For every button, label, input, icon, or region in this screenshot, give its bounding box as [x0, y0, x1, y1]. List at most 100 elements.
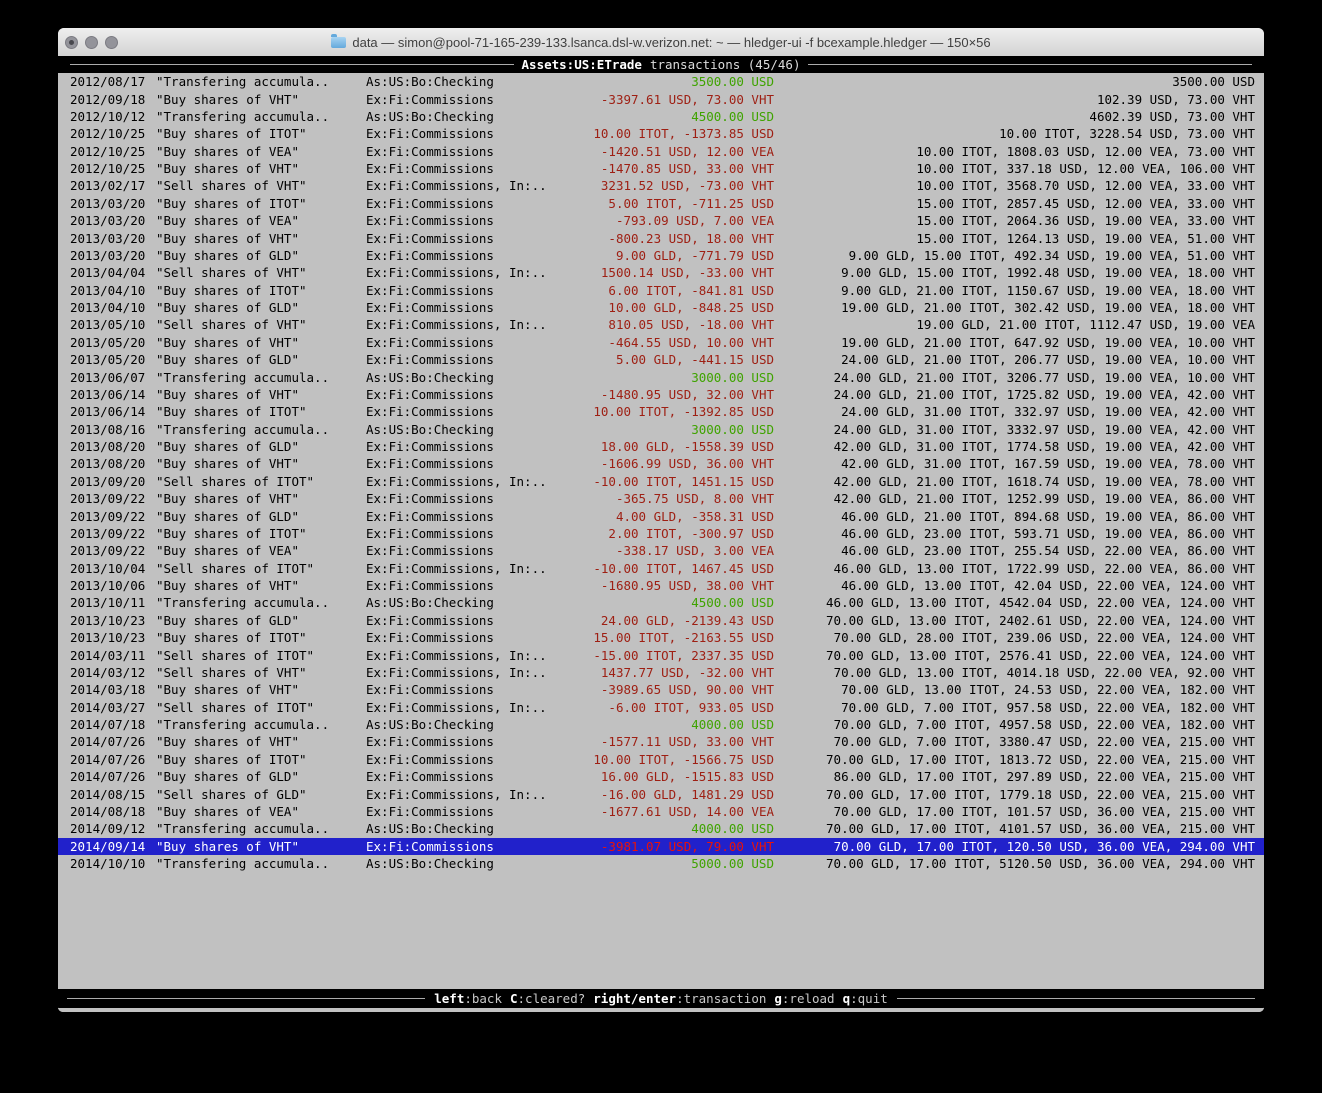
transaction-row[interactable]: 2013/05/20 "Buy shares of VHT" Ex:Fi:Commi… — [58, 334, 1264, 351]
txn-amount: 3500.00 USD — [691, 74, 774, 90]
txn-amount: 9.00 GLD, -771.79 USD — [615, 247, 774, 263]
transaction-row[interactable]: 2013/03/20 "Buy shares of VEA" Ex:Fi:Commi… — [58, 212, 1264, 229]
transaction-row[interactable]: 2014/07/26 "Buy shares of GLD" Ex:Fi:Commi… — [58, 768, 1264, 785]
txn-amount: 3231.52 USD, -73.00 VHT — [600, 178, 774, 194]
txn-date: 2013/05/10 — [70, 317, 146, 333]
transaction-row[interactable]: 2013/10/04 "Sell shares of ITOT" Ex:Fi:Com… — [58, 560, 1264, 577]
txn-balance: 9.00 GLD, 21.00 ITOT, 1150.67 USD, 19.00… — [841, 282, 1255, 298]
transaction-row[interactable]: 2014/08/15 "Sell shares of GLD" Ex:Fi:Comm… — [58, 785, 1264, 802]
close-button[interactable] — [65, 35, 78, 49]
transaction-row[interactable]: 2014/09/14 "Buy shares of VHT" Ex:Fi:Commi… — [58, 837, 1264, 855]
header-rule-right — [808, 64, 1252, 65]
transaction-row[interactable]: 2013/05/20 "Buy shares of GLD" Ex:Fi:Commi… — [58, 351, 1264, 368]
transaction-row[interactable]: 2012/09/18 "Buy shares of VHT" Ex:Fi:Commi… — [58, 90, 1264, 107]
txn-balance: 46.00 GLD, 21.00 ITOT, 894.68 USD, 19.00… — [841, 508, 1255, 524]
folder-icon — [331, 33, 347, 48]
txn-date: 2014/03/12 — [70, 664, 146, 680]
txn-description: "Transfering accumula.. — [156, 74, 330, 90]
transaction-row[interactable]: 2013/08/20 "Buy shares of GLD" Ex:Fi:Commi… — [58, 438, 1264, 455]
txn-balance: 70.00 GLD, 17.00 ITOT, 1779.18 USD, 22.0… — [826, 786, 1255, 802]
transaction-row[interactable]: 2014/07/18 "Transfering accumula.. As:US:B… — [58, 716, 1264, 733]
txn-date: 2012/10/25 — [70, 161, 146, 177]
transaction-row[interactable]: 2013/05/10 "Sell shares of VHT" Ex:Fi:Comm… — [58, 316, 1264, 333]
transaction-row[interactable]: 2013/04/10 "Buy shares of GLD" Ex:Fi:Commi… — [58, 299, 1264, 316]
transaction-row[interactable]: 2013/04/04 "Sell shares of VHT" Ex:Fi:Comm… — [58, 264, 1264, 281]
transaction-row[interactable]: 2014/09/12 "Transfering accumula.. As:US:B… — [58, 820, 1264, 837]
txn-date: 2014/03/27 — [70, 699, 146, 715]
txn-amount: -15.00 ITOT, 2337.35 USD — [593, 647, 774, 663]
transaction-row[interactable]: 2013/03/20 "Buy shares of GLD" Ex:Fi:Commi… — [58, 247, 1264, 264]
help-key-quit: q:quit — [842, 991, 888, 1006]
txn-amount: -1677.61 USD, 14.00 VEA — [600, 803, 774, 819]
transaction-row[interactable]: 2014/03/12 "Sell shares of VHT" Ex:Fi:Comm… — [58, 664, 1264, 681]
txn-amount: 6.00 ITOT, -841.81 USD — [608, 282, 774, 298]
txn-date: 2013/03/20 — [70, 213, 146, 229]
txn-date: 2012/08/17 — [70, 74, 146, 90]
txn-account: Ex:Fi:Commissions — [366, 769, 494, 785]
transaction-row[interactable]: 2014/08/18 "Buy shares of VEA" Ex:Fi:Commi… — [58, 803, 1264, 820]
transaction-row[interactable]: 2014/03/18 "Buy shares of VHT" Ex:Fi:Commi… — [58, 681, 1264, 698]
txn-description: "Buy shares of ITOT" — [156, 525, 307, 541]
transaction-row[interactable]: 2013/10/06 "Buy shares of VHT" Ex:Fi:Commi… — [58, 577, 1264, 594]
transaction-row[interactable]: 2013/09/22 "Buy shares of VEA" Ex:Fi:Commi… — [58, 542, 1264, 559]
transaction-row[interactable]: 2013/06/14 "Buy shares of ITOT" Ex:Fi:Comm… — [58, 403, 1264, 420]
txn-balance: 4602.39 USD, 73.00 VHT — [1089, 108, 1255, 124]
terminal-bottom-padding — [58, 1008, 1264, 1012]
transaction-row[interactable]: 2012/10/25 "Buy shares of ITOT" Ex:Fi:Comm… — [58, 125, 1264, 142]
txn-account: Ex:Fi:Commissions, In:.. — [366, 317, 547, 333]
transaction-row[interactable]: 2014/03/27 "Sell shares of ITOT" Ex:Fi:Com… — [58, 699, 1264, 716]
txn-description: "Buy shares of VEA" — [156, 143, 299, 159]
txn-account: Ex:Fi:Commissions — [366, 213, 494, 229]
transaction-row[interactable]: 2012/10/25 "Buy shares of VHT" Ex:Fi:Commi… — [58, 160, 1264, 177]
transaction-row[interactable]: 2012/10/12 "Transfering accumula.. As:US:B… — [58, 108, 1264, 125]
txn-account: As:US:Bo:Checking — [366, 369, 494, 385]
help-key-cleared: C:cleared? — [510, 991, 586, 1006]
transaction-row[interactable]: 2013/02/17 "Sell shares of VHT" Ex:Fi:Comm… — [58, 177, 1264, 194]
minimize-button[interactable] — [85, 35, 98, 49]
transaction-row[interactable]: 2014/07/26 "Buy shares of ITOT" Ex:Fi:Comm… — [58, 751, 1264, 768]
transaction-row[interactable]: 2012/10/25 "Buy shares of VEA" Ex:Fi:Commi… — [58, 143, 1264, 160]
txn-amount: 4500.00 USD — [691, 595, 774, 611]
txn-amount: -1420.51 USD, 12.00 VEA — [600, 143, 774, 159]
txn-description: "Buy shares of VEA" — [156, 213, 299, 229]
txn-account: Ex:Fi:Commissions, In:.. — [366, 647, 547, 663]
txn-date: 2014/07/26 — [70, 769, 146, 785]
txn-amount: -800.23 USD, 18.00 VHT — [608, 230, 774, 246]
txn-account: Ex:Fi:Commissions — [366, 630, 494, 646]
transaction-row[interactable]: 2013/09/22 "Buy shares of GLD" Ex:Fi:Commi… — [58, 507, 1264, 524]
transaction-row[interactable]: 2013/08/20 "Buy shares of VHT" Ex:Fi:Commi… — [58, 455, 1264, 472]
txn-date: 2014/03/11 — [70, 647, 146, 663]
txn-balance: 70.00 GLD, 13.00 ITOT, 2402.61 USD, 22.0… — [826, 612, 1255, 628]
txn-account: Ex:Fi:Commissions — [366, 126, 494, 142]
transaction-row[interactable]: 2013/09/22 "Buy shares of VHT" Ex:Fi:Commi… — [58, 490, 1264, 507]
zoom-button[interactable] — [105, 35, 118, 49]
txn-balance: 9.00 GLD, 15.00 ITOT, 492.34 USD, 19.00 … — [848, 247, 1255, 263]
transaction-row[interactable]: 2013/09/20 "Sell shares of ITOT" Ex:Fi:Com… — [58, 473, 1264, 490]
txn-description: "Buy shares of GLD" — [156, 439, 299, 455]
txn-account: Ex:Fi:Commissions — [366, 386, 494, 402]
transaction-row[interactable]: 2013/06/07 "Transfering accumula.. As:US:B… — [58, 368, 1264, 385]
transaction-row[interactable]: 2013/04/10 "Buy shares of ITOT" Ex:Fi:Comm… — [58, 282, 1264, 299]
transaction-row[interactable]: 2013/03/20 "Buy shares of VHT" Ex:Fi:Commi… — [58, 229, 1264, 246]
transaction-row[interactable]: 2014/10/10 "Transfering accumula.. As:US:B… — [58, 855, 1264, 872]
txn-amount: -1606.99 USD, 36.00 VHT — [600, 456, 774, 472]
txn-date: 2013/06/14 — [70, 386, 146, 402]
txn-amount: -1577.11 USD, 33.00 VHT — [600, 734, 774, 750]
txn-description: "Buy shares of VHT" — [156, 682, 299, 698]
transaction-row[interactable]: 2013/10/11 "Transfering accumula.. As:US:B… — [58, 594, 1264, 611]
txn-amount: 4.00 GLD, -358.31 USD — [615, 508, 774, 524]
txn-amount: 3000.00 USD — [691, 369, 774, 385]
transaction-row[interactable]: 2013/08/16 "Transfering accumula.. As:US:B… — [58, 421, 1264, 438]
transaction-row[interactable]: 2013/10/23 "Buy shares of ITOT" Ex:Fi:Comm… — [58, 629, 1264, 646]
transaction-row[interactable]: 2013/09/22 "Buy shares of ITOT" Ex:Fi:Comm… — [58, 525, 1264, 542]
transaction-row[interactable]: 2012/08/17 "Transfering accumula.. As:US:B… — [58, 73, 1264, 90]
transaction-row[interactable]: 2013/10/23 "Buy shares of GLD" Ex:Fi:Commi… — [58, 612, 1264, 629]
transaction-row[interactable]: 2013/03/20 "Buy shares of ITOT" Ex:Fi:Comm… — [58, 195, 1264, 212]
txn-balance: 46.00 GLD, 23.00 ITOT, 593.71 USD, 19.00… — [841, 525, 1255, 541]
transaction-row[interactable]: 2013/06/14 "Buy shares of VHT" Ex:Fi:Commi… — [58, 386, 1264, 403]
txn-account: Ex:Fi:Commissions — [366, 404, 494, 420]
transaction-row[interactable]: 2014/03/11 "Sell shares of ITOT" Ex:Fi:Com… — [58, 646, 1264, 663]
txn-description: "Transfering accumula.. — [156, 821, 330, 837]
transaction-row[interactable]: 2014/07/26 "Buy shares of VHT" Ex:Fi:Commi… — [58, 733, 1264, 750]
